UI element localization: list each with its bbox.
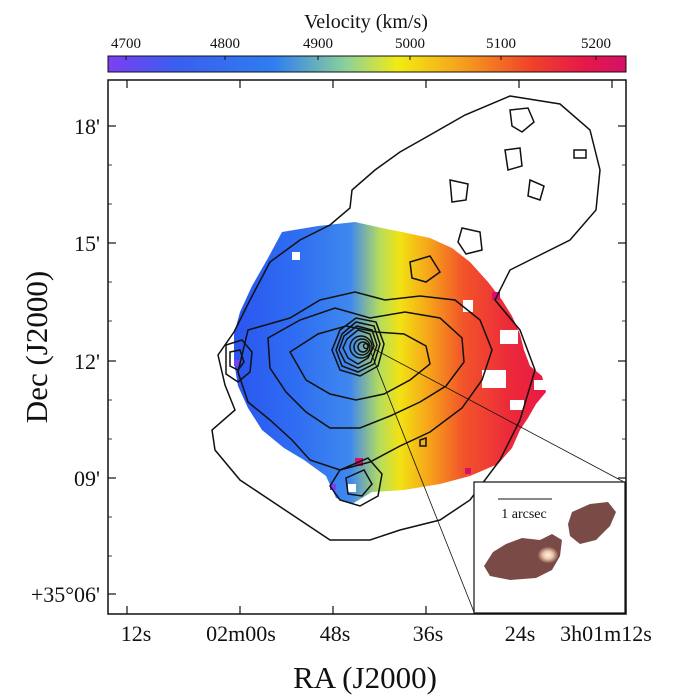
x-tick-label: 36s [413,621,444,646]
x-tick-label: 02m00s [206,621,276,646]
x-axis-title: RA (J2000) [293,660,437,695]
colorbar: Velocity (km/s) 4700 4800 4900 5000 5100… [107,11,627,73]
x-tick-label: 48s [320,621,351,646]
intensity-contours [211,95,601,541]
inset-zoom: 1 arcsec [473,481,626,614]
colorbar-tick-label: 4900 [303,36,333,52]
y-axis-title: Dec (J2000) [19,271,54,423]
colorbar-title: Velocity (km/s) [304,11,428,33]
y-tick-label: +35°06' [31,582,100,607]
colorbar-tick-label: 4700 [111,36,141,52]
y-tick-label: 12' [74,349,100,374]
y-tick-label: 18' [74,114,100,139]
inset-nucleus [538,547,558,563]
x-tick-label: 12s [121,621,152,646]
colorbar-tick-label: 5000 [395,36,425,52]
x-tick-label: 24s [505,621,536,646]
y-tick-label: 15' [74,231,100,256]
colorbar-gradient [107,55,627,73]
x-tick-label: 3h01m12s [560,621,652,646]
inset-scale-label: 1 arcsec [501,507,546,522]
colorbar-tick-label: 5200 [581,36,611,52]
inset-galaxy-disk [484,534,562,580]
colorbar-tick-label: 5100 [486,36,516,52]
inset-connectors [369,347,625,613]
inset-companion [568,502,616,544]
y-tick-label: 09' [74,466,100,491]
colorbar-tick-label: 4800 [210,36,240,52]
